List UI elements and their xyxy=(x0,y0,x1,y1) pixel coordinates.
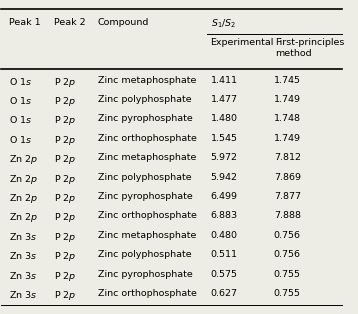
Text: 0.755: 0.755 xyxy=(274,289,301,298)
Text: 1.749: 1.749 xyxy=(274,95,301,104)
Text: O 1$s$: O 1$s$ xyxy=(9,76,33,87)
Text: 0.575: 0.575 xyxy=(211,269,238,279)
Text: Zn 2$p$: Zn 2$p$ xyxy=(9,153,38,166)
Text: P 2$p$: P 2$p$ xyxy=(54,211,76,225)
Text: P 2$p$: P 2$p$ xyxy=(54,192,76,205)
Text: Zinc pyrophosphate: Zinc pyrophosphate xyxy=(98,192,193,201)
Text: Zinc metaphosphate: Zinc metaphosphate xyxy=(98,76,196,85)
Text: Zn 2$p$: Zn 2$p$ xyxy=(9,192,38,205)
Text: 0.511: 0.511 xyxy=(211,250,238,259)
Text: Zinc polyphosphate: Zinc polyphosphate xyxy=(98,173,192,181)
Text: Zn 3$s$: Zn 3$s$ xyxy=(9,269,38,280)
Text: Compound: Compound xyxy=(98,18,149,27)
Text: P 2$p$: P 2$p$ xyxy=(54,134,76,147)
Text: Peak 2: Peak 2 xyxy=(54,18,85,27)
Text: First-principles
method: First-principles method xyxy=(275,38,345,58)
Text: Zn 3$s$: Zn 3$s$ xyxy=(9,250,38,261)
Text: Zinc orthophosphate: Zinc orthophosphate xyxy=(98,211,197,220)
Text: 6.499: 6.499 xyxy=(211,192,238,201)
Text: O 1$s$: O 1$s$ xyxy=(9,95,33,106)
Text: 7.869: 7.869 xyxy=(274,173,301,181)
Text: Zinc orthophosphate: Zinc orthophosphate xyxy=(98,289,197,298)
Text: Zinc polyphosphate: Zinc polyphosphate xyxy=(98,95,192,104)
Text: O 1$s$: O 1$s$ xyxy=(9,115,33,126)
Text: Zinc orthophosphate: Zinc orthophosphate xyxy=(98,134,197,143)
Text: Zinc metaphosphate: Zinc metaphosphate xyxy=(98,153,196,162)
Text: 1.480: 1.480 xyxy=(211,115,238,123)
Text: 7.812: 7.812 xyxy=(274,153,301,162)
Text: 0.755: 0.755 xyxy=(274,269,301,279)
Text: $S_1/S_2$: $S_1/S_2$ xyxy=(211,18,236,30)
Text: Zn 2$p$: Zn 2$p$ xyxy=(9,211,38,225)
Text: 1.748: 1.748 xyxy=(274,115,301,123)
Text: P 2$p$: P 2$p$ xyxy=(54,173,76,186)
Text: 1.411: 1.411 xyxy=(211,76,238,85)
Text: 5.972: 5.972 xyxy=(211,153,238,162)
Text: 0.627: 0.627 xyxy=(211,289,238,298)
Text: 1.545: 1.545 xyxy=(211,134,238,143)
Text: 6.883: 6.883 xyxy=(211,211,238,220)
Text: 5.942: 5.942 xyxy=(211,173,238,181)
Text: 0.756: 0.756 xyxy=(274,231,301,240)
Text: Zinc pyrophosphate: Zinc pyrophosphate xyxy=(98,115,193,123)
Text: P 2$p$: P 2$p$ xyxy=(54,115,76,127)
Text: P 2$p$: P 2$p$ xyxy=(54,289,76,302)
Text: P 2$p$: P 2$p$ xyxy=(54,231,76,244)
Text: Experimental: Experimental xyxy=(211,38,274,47)
Text: Zinc pyrophosphate: Zinc pyrophosphate xyxy=(98,269,193,279)
Text: 1.477: 1.477 xyxy=(211,95,238,104)
Text: 7.877: 7.877 xyxy=(274,192,301,201)
Text: Zn 3$s$: Zn 3$s$ xyxy=(9,231,38,242)
Text: 0.756: 0.756 xyxy=(274,250,301,259)
Text: Zinc polyphosphate: Zinc polyphosphate xyxy=(98,250,192,259)
Text: 1.749: 1.749 xyxy=(274,134,301,143)
Text: 0.480: 0.480 xyxy=(211,231,238,240)
Text: P 2$p$: P 2$p$ xyxy=(54,269,76,283)
Text: Peak 1: Peak 1 xyxy=(9,18,41,27)
Text: Zn 2$p$: Zn 2$p$ xyxy=(9,173,38,186)
Text: 7.888: 7.888 xyxy=(274,211,301,220)
Text: Zn 3$s$: Zn 3$s$ xyxy=(9,289,38,300)
Text: P 2$p$: P 2$p$ xyxy=(54,76,76,89)
Text: Zinc metaphosphate: Zinc metaphosphate xyxy=(98,231,196,240)
Text: 1.745: 1.745 xyxy=(274,76,301,85)
Text: O 1$s$: O 1$s$ xyxy=(9,134,33,145)
Text: P 2$p$: P 2$p$ xyxy=(54,250,76,263)
Text: P 2$p$: P 2$p$ xyxy=(54,153,76,166)
Text: P 2$p$: P 2$p$ xyxy=(54,95,76,108)
